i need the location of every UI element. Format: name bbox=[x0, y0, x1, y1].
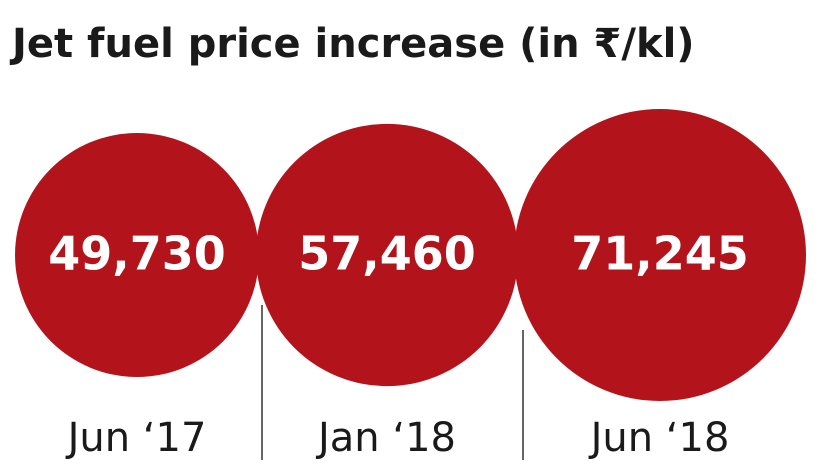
category-label: Jan ‘18 bbox=[315, 415, 456, 461]
chart-title: Jet fuel price increase (in ₹/kl) bbox=[9, 21, 695, 67]
value-label: 49,730 bbox=[48, 227, 226, 281]
value-label: 71,245 bbox=[571, 227, 749, 281]
category-label: Jun ‘17 bbox=[65, 415, 207, 461]
bubble bbox=[514, 109, 806, 401]
value-label: 57,460 bbox=[298, 227, 476, 281]
category-label: Jun ‘18 bbox=[588, 415, 730, 461]
bubble bbox=[15, 133, 259, 377]
bubble bbox=[255, 123, 519, 387]
